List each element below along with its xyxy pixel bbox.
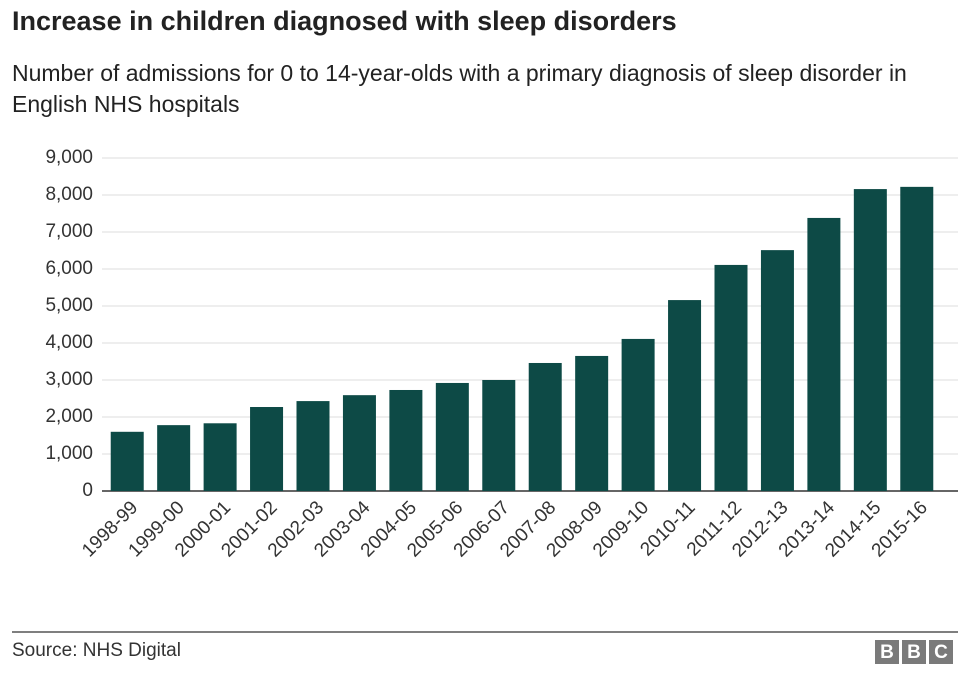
y-tick-label: 2,000 <box>45 406 93 427</box>
bar <box>250 407 284 491</box>
y-tick-label: 0 <box>82 480 93 501</box>
source: Source: NHS Digital <box>12 640 181 661</box>
logo-box <box>929 640 953 664</box>
bar <box>575 355 609 491</box>
chart-subtitle: Number of admissions for 0 to 14-year-ol… <box>12 60 907 117</box>
logo: BBC <box>880 642 948 663</box>
bar <box>760 250 794 491</box>
y-tick-label: 3,000 <box>45 369 93 390</box>
bar <box>389 389 423 491</box>
bar <box>621 338 655 491</box>
bar <box>482 380 516 491</box>
bar <box>157 425 191 491</box>
bar <box>900 186 934 492</box>
bar <box>807 217 841 491</box>
y-tick-label: 5,000 <box>45 295 93 316</box>
y-tick-label: 8,000 <box>45 184 93 205</box>
bar <box>342 395 376 491</box>
bar <box>110 431 144 491</box>
bar <box>528 362 562 491</box>
y-tick-label: 4,000 <box>45 332 93 353</box>
bar <box>853 189 887 491</box>
logo-box <box>875 640 899 664</box>
y-tick-label: 7,000 <box>45 221 93 242</box>
bar <box>714 264 748 491</box>
bar <box>435 382 469 491</box>
logo-box <box>902 640 926 664</box>
y-tick-label: 9,000 <box>45 147 93 168</box>
bar <box>668 300 702 491</box>
bar <box>296 401 330 491</box>
bar <box>203 423 237 491</box>
y-tick-label: 6,000 <box>45 258 93 279</box>
chart-title: Increase in children diagnosed with slee… <box>12 6 677 36</box>
y-tick-label: 1,000 <box>45 443 93 464</box>
